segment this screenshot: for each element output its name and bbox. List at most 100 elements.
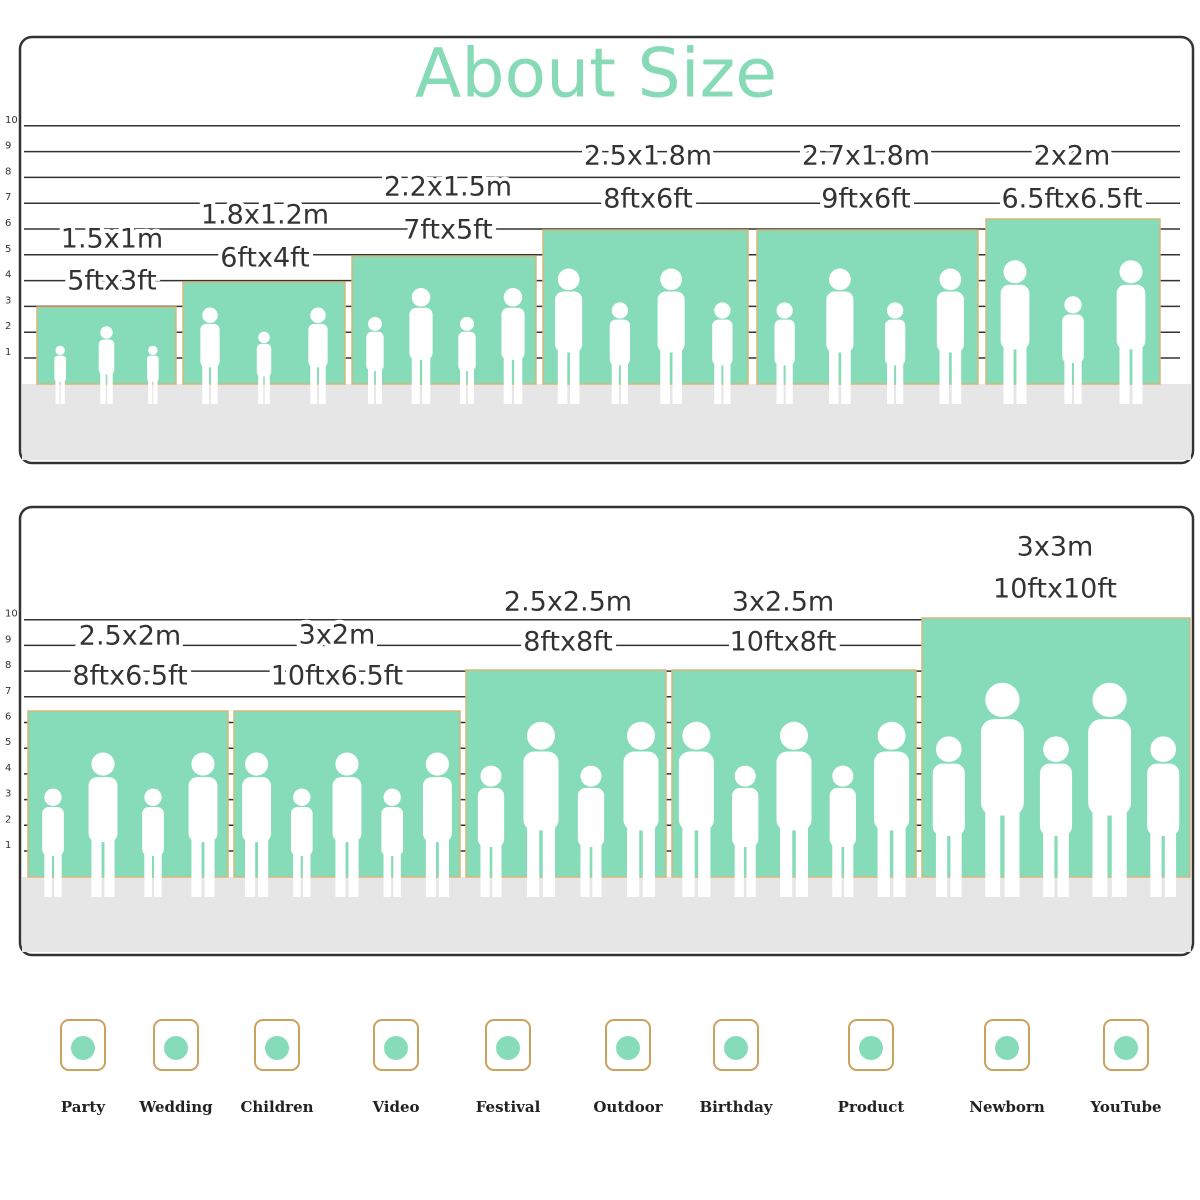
silhouette [318, 365, 326, 404]
silhouette [44, 788, 62, 806]
silhouette [580, 765, 602, 787]
size-metric: 2.5x2.5m [504, 587, 632, 618]
silhouette [188, 777, 218, 843]
scale-label: 1 [5, 347, 11, 358]
silhouette [611, 302, 629, 319]
silhouette [144, 853, 152, 897]
silhouette [1111, 811, 1127, 897]
use-icon [71, 1036, 95, 1060]
silhouette [939, 349, 950, 404]
silhouette [1150, 832, 1162, 897]
size-imperial: 8ftx6ft [603, 184, 693, 215]
silhouette [258, 839, 269, 897]
silhouette [204, 839, 215, 897]
silhouette [682, 721, 711, 750]
size-metric: 2.2x1.5m [384, 172, 512, 203]
silhouette [290, 807, 313, 856]
silhouette [980, 719, 1024, 816]
silhouette [335, 839, 346, 897]
silhouette [732, 787, 759, 848]
floor [22, 384, 1191, 460]
size-metric: 2x2m [1034, 141, 1111, 172]
silhouette [293, 853, 301, 897]
silhouette [308, 323, 328, 368]
silhouette [577, 787, 605, 848]
use-icon [265, 1036, 289, 1060]
size-imperial: 5ftx3ft [67, 266, 157, 297]
silhouette [626, 826, 640, 897]
silhouette [91, 752, 115, 776]
silhouette [896, 363, 904, 404]
silhouette [1004, 811, 1020, 897]
silhouette [774, 319, 795, 366]
silhouette [480, 765, 502, 787]
use-icon [496, 1036, 520, 1060]
silhouette [886, 363, 895, 404]
silhouette [1039, 763, 1073, 836]
silhouette [555, 291, 583, 353]
silhouette [98, 339, 115, 375]
silhouette [375, 369, 382, 404]
silhouette [245, 752, 269, 776]
silhouette [1062, 314, 1084, 364]
silhouette [950, 832, 962, 897]
scale-label: 3 [5, 789, 11, 800]
use-icon [384, 1036, 408, 1060]
silhouette [734, 844, 744, 897]
scale-label: 10 [5, 609, 18, 620]
silhouette [147, 355, 159, 382]
silhouette [54, 355, 66, 382]
silhouette [844, 844, 854, 897]
scale-label: 3 [5, 295, 11, 306]
silhouette [142, 807, 164, 856]
panel-1: 1 2 3 4 5 6 7 8 9 10 1.5x1m 5ftx3ft 1.8x1.2m 6ftx4ft 2… [5, 115, 1191, 460]
silhouette [100, 372, 106, 404]
scale-label: 4 [5, 270, 11, 281]
use-icon [1103, 1019, 1149, 1071]
scale-label: 10 [5, 115, 18, 126]
silhouette [480, 844, 490, 897]
size-imperial: 10ftx6.5ft [271, 661, 404, 692]
silhouette [829, 268, 851, 291]
use-label: Children [240, 1098, 313, 1116]
silhouette [492, 844, 502, 897]
silhouette [42, 807, 64, 856]
silhouette [609, 319, 631, 366]
silhouette [202, 307, 218, 323]
silhouette [935, 832, 948, 897]
silhouette [60, 380, 65, 404]
silhouette [393, 853, 401, 897]
silhouette [107, 372, 113, 404]
silhouette [154, 853, 162, 897]
silhouette [712, 319, 733, 366]
silhouette [672, 349, 682, 404]
silhouette [368, 369, 375, 404]
silhouette [310, 365, 318, 404]
silhouette [191, 752, 215, 776]
silhouette [1003, 346, 1014, 404]
silhouette [148, 380, 153, 404]
silhouette [1088, 719, 1132, 816]
silhouette [678, 751, 714, 831]
size-imperial: 9ftx6ft [821, 184, 911, 215]
use-icon [254, 1019, 300, 1071]
silhouette [951, 349, 962, 404]
silhouette [1057, 832, 1069, 897]
use-icon [1114, 1036, 1138, 1060]
silhouette [523, 751, 559, 831]
use-icon [373, 1019, 419, 1071]
silhouette [580, 844, 590, 897]
silhouette [88, 777, 118, 843]
scale-label: 8 [5, 166, 11, 177]
use-icon [995, 1036, 1019, 1060]
use-icon [605, 1019, 651, 1071]
silhouette [1016, 346, 1027, 404]
silhouette [660, 349, 670, 404]
silhouette [381, 807, 404, 856]
silhouette [503, 288, 523, 307]
silhouette [526, 826, 540, 897]
silhouette [795, 826, 809, 897]
size-metric: 1.5x1m [61, 224, 163, 255]
silhouette [785, 363, 793, 404]
